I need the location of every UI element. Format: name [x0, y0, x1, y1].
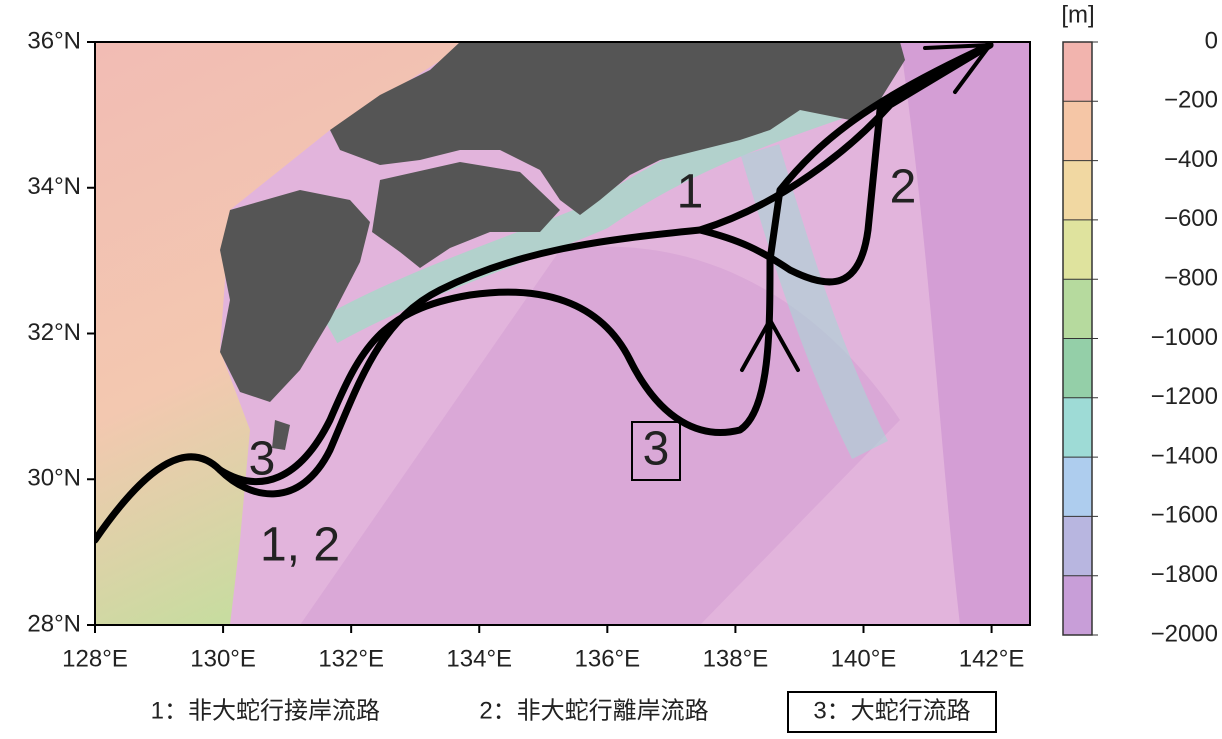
- colorbar-label: −600: [1164, 205, 1218, 232]
- y-tick-label: 34°N: [27, 173, 81, 200]
- colorbar-step: [1063, 338, 1092, 398]
- colorbar-label: −1600: [1151, 502, 1218, 529]
- colorbar-label: −2000: [1151, 620, 1218, 647]
- colorbar-frame: [1062, 41, 1093, 636]
- colorbar-label: −1400: [1151, 442, 1218, 469]
- legend-box: [787, 691, 997, 733]
- x-tick-label: 136°E: [575, 645, 641, 672]
- land: [330, 42, 905, 215]
- colorbar-label: −800: [1164, 265, 1218, 292]
- slope-band: [322, 75, 885, 344]
- map-area: [95, 42, 1030, 625]
- legend-item: 3：大蛇行流路: [813, 697, 970, 724]
- y-tick-label: 28°N: [27, 610, 81, 637]
- deep-ocean: [300, 246, 900, 625]
- route-2: [696, 42, 994, 286]
- legend-item: 2：非大蛇行離岸流路: [479, 697, 708, 724]
- ridge-band: [740, 144, 888, 459]
- route-label: 1, 2: [260, 519, 340, 572]
- colorbar-step: [1063, 457, 1092, 517]
- colorbar-label: −1200: [1151, 383, 1218, 410]
- x-tick-label: 142°E: [959, 645, 1025, 672]
- colorbar-label: −1000: [1151, 324, 1218, 351]
- route-label: 3: [249, 433, 276, 486]
- colorbar-label: −1800: [1151, 561, 1218, 588]
- label-box: [631, 421, 681, 481]
- land: [272, 420, 290, 450]
- arrow-head: [740, 318, 800, 372]
- x-tick-label: 130°E: [190, 645, 256, 672]
- route-label: 2: [890, 161, 917, 214]
- colorbar-label: 0: [1205, 27, 1218, 54]
- legend-item: 1：非大蛇行接岸流路: [151, 697, 380, 724]
- colorbar-step: [1063, 516, 1092, 576]
- x-tick-label: 138°E: [703, 645, 769, 672]
- route-3: [216, 42, 994, 486]
- trench: [900, 42, 1030, 625]
- route-label: 1: [677, 166, 704, 219]
- land: [372, 162, 560, 268]
- route-label: 3: [643, 423, 670, 476]
- x-tick-label: 132°E: [318, 645, 384, 672]
- x-tick-label: 140°E: [831, 645, 897, 672]
- colorbar-step: [1063, 397, 1092, 458]
- land: [220, 190, 370, 402]
- colorbar-step: [1063, 42, 1092, 102]
- colorbar-step: [1063, 219, 1092, 280]
- y-tick-label: 36°N: [27, 27, 81, 54]
- colorbar-step: [1063, 160, 1092, 220]
- colorbar-step: [1063, 101, 1092, 161]
- colorbar-label: −400: [1164, 146, 1218, 173]
- y-tick-label: 32°N: [27, 319, 81, 346]
- x-tick-label: 134°E: [446, 645, 512, 672]
- arrow-head: [923, 43, 992, 94]
- x-tick-label: 128°E: [62, 645, 128, 672]
- shelf: [95, 42, 470, 625]
- colorbar-unit: [m]: [1061, 1, 1094, 28]
- colorbar-step: [1063, 575, 1092, 635]
- colorbar-label: −200: [1164, 87, 1218, 114]
- y-tick-label: 30°N: [27, 465, 81, 492]
- colorbar-step: [1063, 279, 1092, 339]
